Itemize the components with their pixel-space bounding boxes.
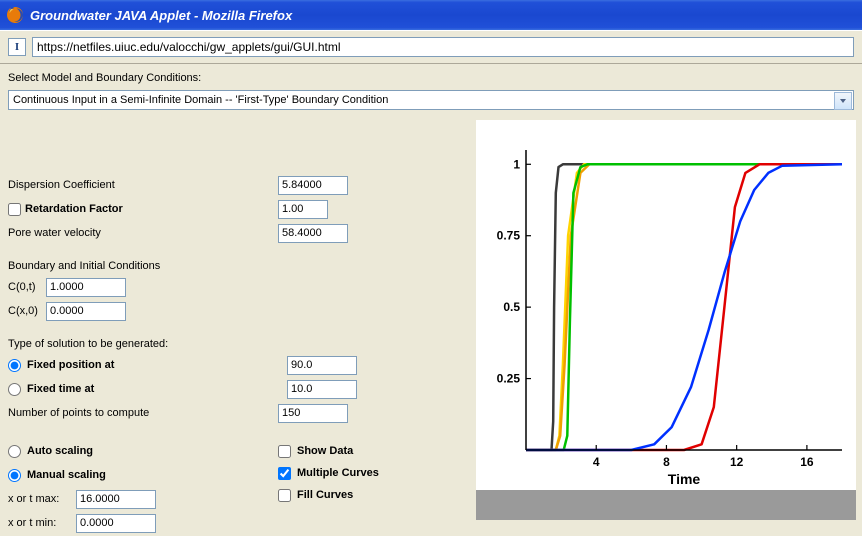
svg-text:Time: Time [668,471,701,487]
svg-text:12: 12 [730,455,744,469]
url-input[interactable] [32,37,854,57]
c0t-input[interactable] [46,278,126,297]
svg-text:16: 16 [800,455,814,469]
retardation-factor-checkbox[interactable] [8,203,21,216]
status-strip [476,490,856,520]
fixed-time-label: Fixed time at [27,383,281,395]
manual-scaling-label: Manual scaling [27,469,106,481]
fill-curves-checkbox[interactable] [278,489,291,502]
svg-text:0.5: 0.5 [503,300,520,314]
dispersion-coeff-label: Dispersion Coefficient [8,179,278,191]
multiple-curves-label: Multiple Curves [297,467,379,479]
multiple-curves-checkbox[interactable] [278,467,291,480]
url-bar-row: I [0,30,862,64]
num-points-input[interactable] [278,404,348,423]
fixed-time-radio[interactable] [8,383,21,396]
pore-water-velocity-label: Pore water velocity [8,227,278,239]
retardation-factor-label: Retardation Factor [25,203,123,215]
dispersion-coeff-input[interactable] [278,176,348,195]
cx0-label: C(x,0) [8,305,46,317]
x-or-t-max-input[interactable] [76,490,156,509]
svg-text:0.75: 0.75 [497,229,521,243]
manual-scaling-radio[interactable] [8,469,21,482]
fixed-position-label: Fixed position at [27,359,281,371]
show-data-label: Show Data [297,445,353,457]
cx0-input[interactable] [46,302,126,321]
fixed-time-input[interactable] [287,380,357,399]
show-data-checkbox[interactable] [278,445,291,458]
c0t-label: C(0,t) [8,281,46,293]
select-model-label: Select Model and Boundary Conditions: [8,72,854,84]
svg-text:1: 1 [513,157,520,171]
chart-panel: 0.25 0.5 0.75 1 4 8 12 16 Time [476,120,856,490]
num-points-label: Number of points to compute [8,407,278,419]
x-or-t-min-input[interactable] [76,514,156,533]
chart-svg: 0.25 0.5 0.75 1 4 8 12 16 Time [476,120,856,490]
retardation-factor-input[interactable] [278,200,328,219]
fixed-position-radio[interactable] [8,359,21,372]
firefox-icon [6,6,24,24]
svg-text:0.25: 0.25 [497,372,521,386]
model-select[interactable] [8,90,854,110]
auto-scaling-radio[interactable] [8,445,21,458]
pore-water-velocity-input[interactable] [278,224,348,243]
model-select-wrap [8,90,854,110]
svg-text:4: 4 [593,455,600,469]
x-or-t-max-label: x or t max: [8,493,76,505]
window-title: Groundwater JAVA Applet - Mozilla Firefo… [30,8,292,23]
window-titlebar: Groundwater JAVA Applet - Mozilla Firefo… [0,0,862,30]
boundary-initial-label: Boundary and Initial Conditions [8,260,468,272]
auto-scaling-label: Auto scaling [27,445,93,457]
fill-curves-label: Fill Curves [297,489,353,501]
x-or-t-min-label: x or t min: [8,517,76,529]
svg-text:8: 8 [663,455,670,469]
type-solution-label: Type of solution to be generated: [8,338,468,350]
fixed-position-input[interactable] [287,356,357,375]
site-icon: I [8,38,26,56]
